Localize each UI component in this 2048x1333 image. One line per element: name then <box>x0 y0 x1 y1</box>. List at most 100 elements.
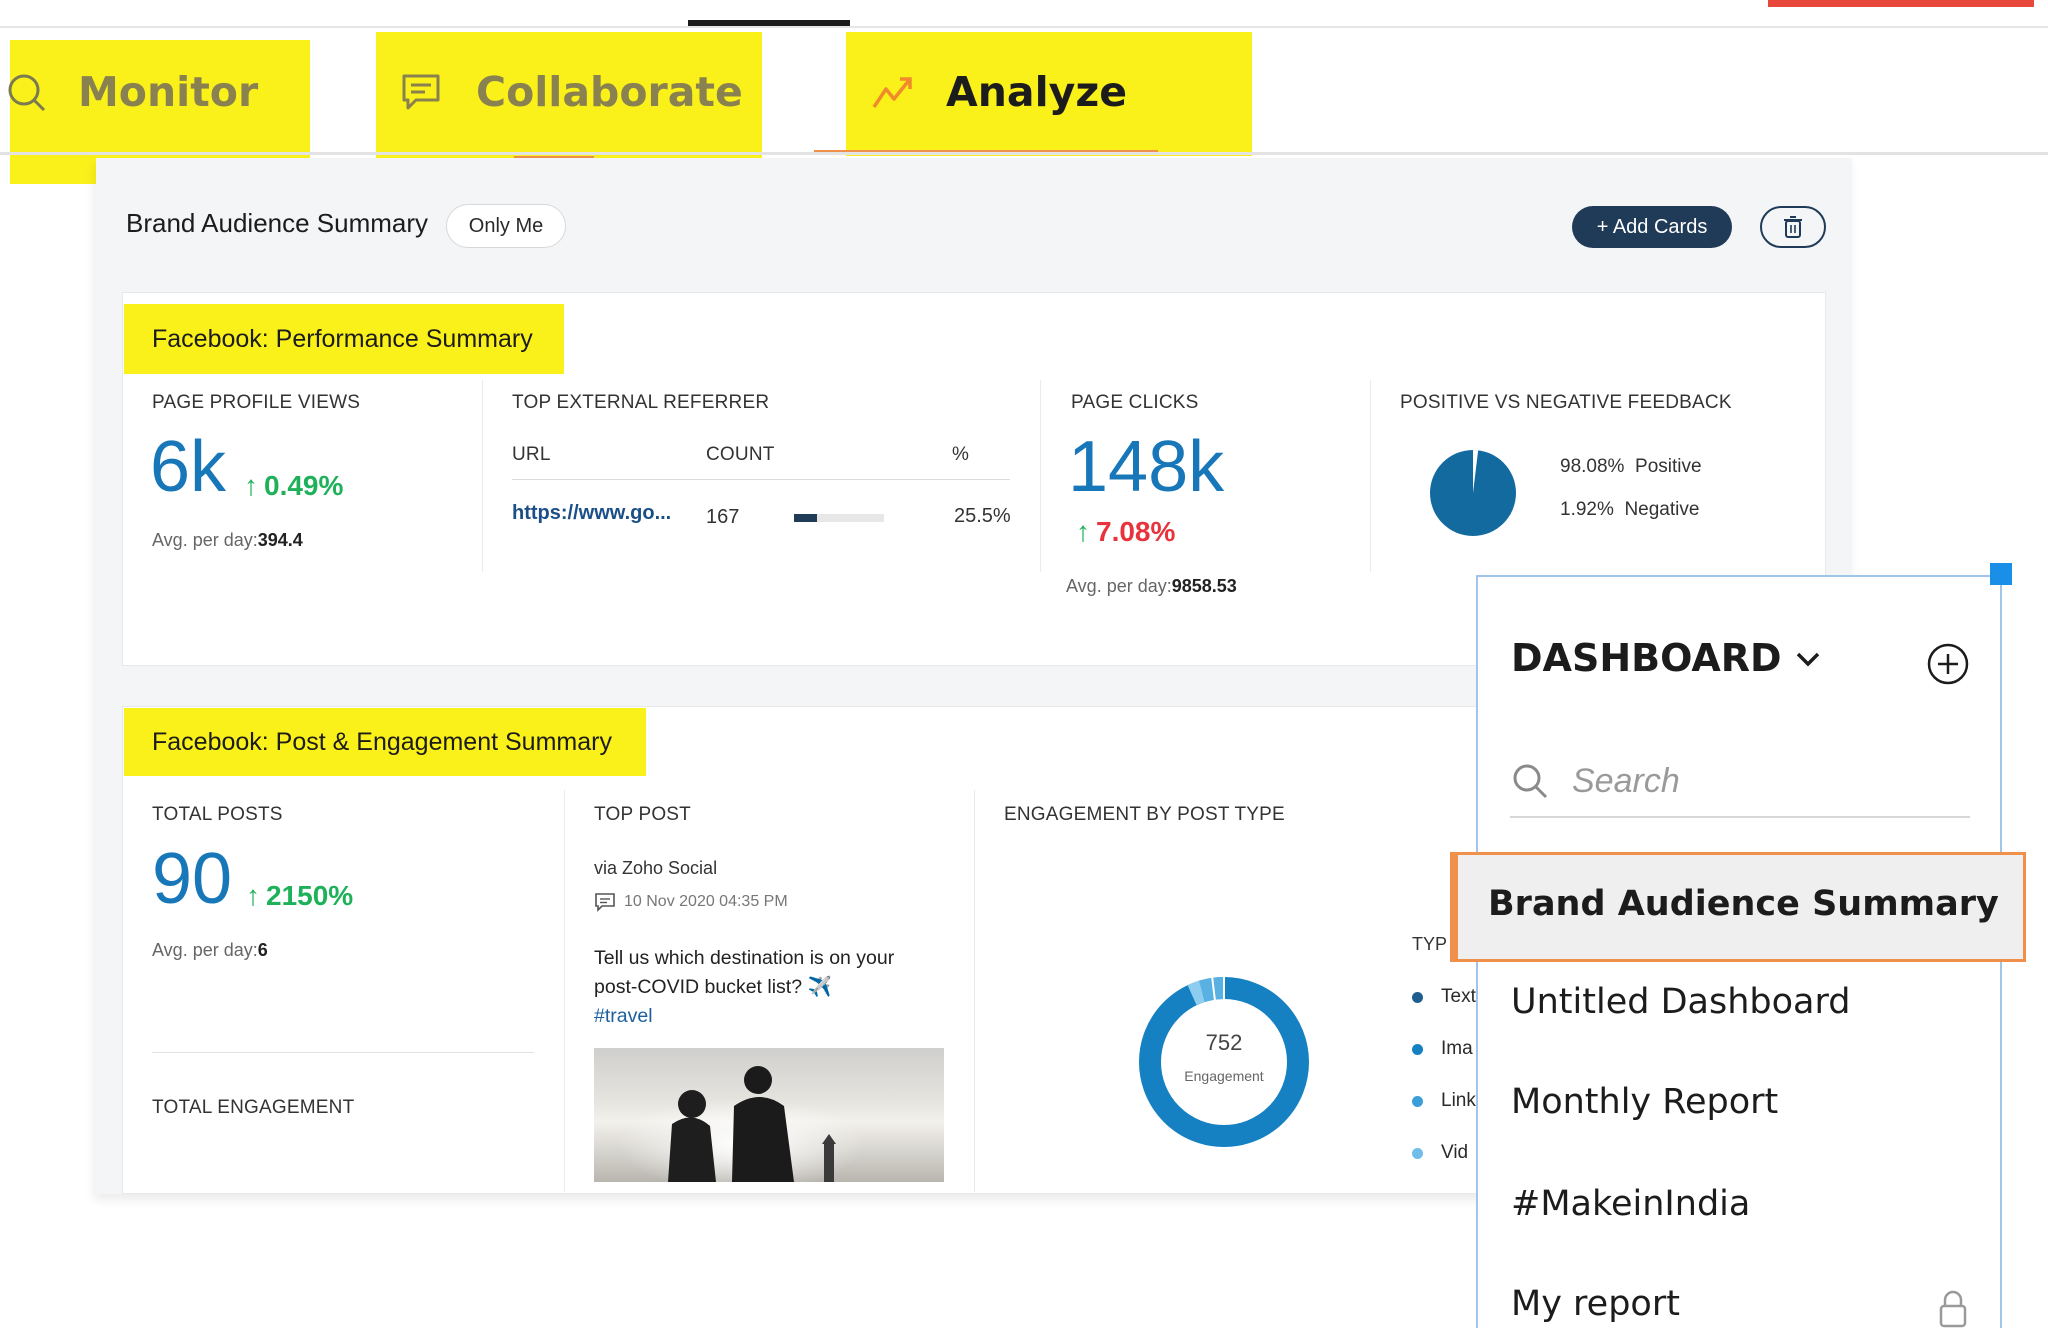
negative-pct: 1.92% <box>1560 499 1614 520</box>
card-divider <box>564 790 565 1192</box>
menu-search-placeholder: Search <box>1572 761 1680 800</box>
page-clicks-change: ↑ 7.08% <box>1076 516 1175 548</box>
top-post-hashtag[interactable]: #travel <box>594 1005 653 1027</box>
avg-label: Avg. per day: <box>1066 576 1172 596</box>
legend-label: Ima <box>1441 1038 1473 1059</box>
total-posts-value: 90 <box>152 839 233 919</box>
profile-views-change-value: 0.49% <box>264 470 344 501</box>
donut-segment-link <box>1187 980 1206 1006</box>
referrer-col-url: URL <box>512 444 551 465</box>
legend-item: Link <box>1412 1090 1476 1112</box>
card-divider <box>1040 380 1041 572</box>
donut-total-label: Engagement <box>1184 1068 1264 1084</box>
top-accent-bar <box>1768 0 2034 7</box>
profile-views-avg: Avg. per day:394.4 <box>152 530 303 551</box>
nav-analyze-highlight <box>846 32 1252 156</box>
menu-item-monthly-report[interactable]: Monthly Report <box>1511 1082 1779 1122</box>
top-post-date: 10 Nov 2020 04:35 PM <box>624 893 788 910</box>
nav-collaborate-label: Collaborate <box>476 68 743 116</box>
total-posts-avg: Avg. per day:6 <box>152 940 268 961</box>
add-cards-button[interactable]: + Add Cards <box>1572 206 1732 248</box>
profile-views-label: PAGE PROFILE VIEWS <box>152 392 361 413</box>
performance-summary-title: Facebook: Performance Summary <box>124 304 564 374</box>
page-clicks-avg: Avg. per day:9858.53 <box>1066 576 1237 597</box>
legend-header: TYP <box>1412 934 1448 954</box>
donut-segment-text <box>1139 977 1309 1147</box>
avg-label: Avg. per day: <box>152 940 258 960</box>
resize-handle[interactable] <box>1990 563 2012 585</box>
by-type-label: ENGAGEMENT BY POST TYPE <box>1004 804 1285 825</box>
nav-tab-analyze[interactable]: Analyze <box>870 62 1252 122</box>
legend-item: Vid <box>1412 1142 1468 1164</box>
engagement-donut-chart <box>1139 974 1309 1147</box>
referrer-col-count: COUNT <box>706 444 775 465</box>
referrer-progress-fill <box>794 514 817 522</box>
nav-tab-collaborate[interactable]: Collaborate <box>400 62 762 122</box>
page-clicks-label: PAGE CLICKS <box>1071 392 1199 413</box>
nav-tab-monitor[interactable]: Monitor <box>0 62 310 122</box>
visibility-pill[interactable]: Only Me <box>446 204 566 248</box>
referrer-pct: 25.5% <box>954 505 1011 527</box>
top-divider <box>0 26 2048 28</box>
top-post-text-line: post-COVID bucket list? ✈️ <box>594 976 832 998</box>
search-icon <box>1513 764 1548 799</box>
referrer-col-pct: % <box>952 444 970 465</box>
engagement-summary-title: Facebook: Post & Engagement Summary <box>124 708 646 776</box>
top-post-image[interactable] <box>594 1048 944 1182</box>
legend-dot <box>1412 991 1423 1003</box>
nav-monitor-label: Monitor <box>78 68 259 116</box>
top-post-label: TOP POST <box>594 804 691 825</box>
legend-label: Link <box>1441 1090 1476 1111</box>
delete-dashboard-button[interactable] <box>1760 206 1826 248</box>
top-post-date-row: 10 Nov 2020 04:35 PM <box>594 892 788 912</box>
top-post-via: via Zoho Social <box>594 858 718 878</box>
trash-icon <box>1784 216 1802 238</box>
donut-total: 752 <box>1205 1030 1243 1055</box>
add-dashboard-button[interactable] <box>1926 642 1970 686</box>
avg-value: 394.4 <box>257 530 303 550</box>
dashboard-title: Brand Audience Summary <box>126 208 429 238</box>
positive-label: Positive <box>1635 456 1702 477</box>
search-icon <box>8 74 46 112</box>
referrer-count: 167 <box>706 506 740 528</box>
top-post-text: Tell us which destination is on your pos… <box>594 944 894 1031</box>
menu-item-active[interactable] <box>1450 852 2026 962</box>
menu-item-my-report[interactable]: My report <box>1511 1284 1680 1324</box>
positive-pct: 98.08% <box>1560 456 1625 477</box>
negative-label: Negative <box>1624 499 1700 520</box>
page-clicks-value: 148k <box>1068 427 1225 507</box>
profile-views-change: ↑ 0.49% <box>244 470 343 502</box>
feedback-negative-row: 1.92% Negative <box>1560 499 1699 521</box>
legend-label: Text <box>1441 986 1476 1007</box>
feedback-pie-chart <box>1430 450 1516 536</box>
plus-circle-icon <box>1927 643 1969 685</box>
arrow-up-icon: ↑ <box>1076 516 1090 547</box>
legend-dot <box>1412 1095 1423 1107</box>
avg-value: 9858.53 <box>1171 576 1237 596</box>
total-posts-change: ↑ 2150% <box>246 880 353 912</box>
comment-icon <box>595 893 615 912</box>
legend-label: Vid <box>1441 1142 1469 1163</box>
menu-item-untitled-dashboard[interactable]: Untitled Dashboard <box>1511 982 1851 1022</box>
feedback-positive-row: 98.08% Positive <box>1560 456 1702 478</box>
referrer-url-link[interactable]: https://www.go... <box>512 502 672 524</box>
menu-item-brand-audience-summary[interactable]: Brand Audience Summary <box>1488 884 1999 924</box>
chat-icon <box>402 74 440 110</box>
dashboard-selector[interactable]: DASHBOARD <box>1511 636 1822 680</box>
card-divider <box>974 790 975 1192</box>
negative-slice <box>1473 450 1479 493</box>
referrer-label: TOP EXTERNAL REFERRER <box>512 392 770 413</box>
arrow-up-icon: ↑ <box>246 880 260 911</box>
top-post-text-line: Tell us which destination is on your <box>594 947 895 969</box>
section-rule <box>152 1052 534 1053</box>
total-posts-change-value: 2150% <box>266 880 354 911</box>
referrer-progress-track <box>794 514 884 522</box>
trend-icon <box>872 77 912 108</box>
nav-collaborate-highlight <box>376 32 762 164</box>
referrer-header-rule <box>512 479 1010 480</box>
menu-item-makeinindia[interactable]: #MakeinIndia <box>1511 1184 1751 1224</box>
couple-silhouette-photo <box>594 1048 944 1182</box>
menu-search-field[interactable]: Search <box>1510 746 1970 818</box>
active-top-tab-indicator <box>688 20 850 26</box>
feedback-label: POSITIVE VS NEGATIVE FEEDBACK <box>1400 392 1732 413</box>
